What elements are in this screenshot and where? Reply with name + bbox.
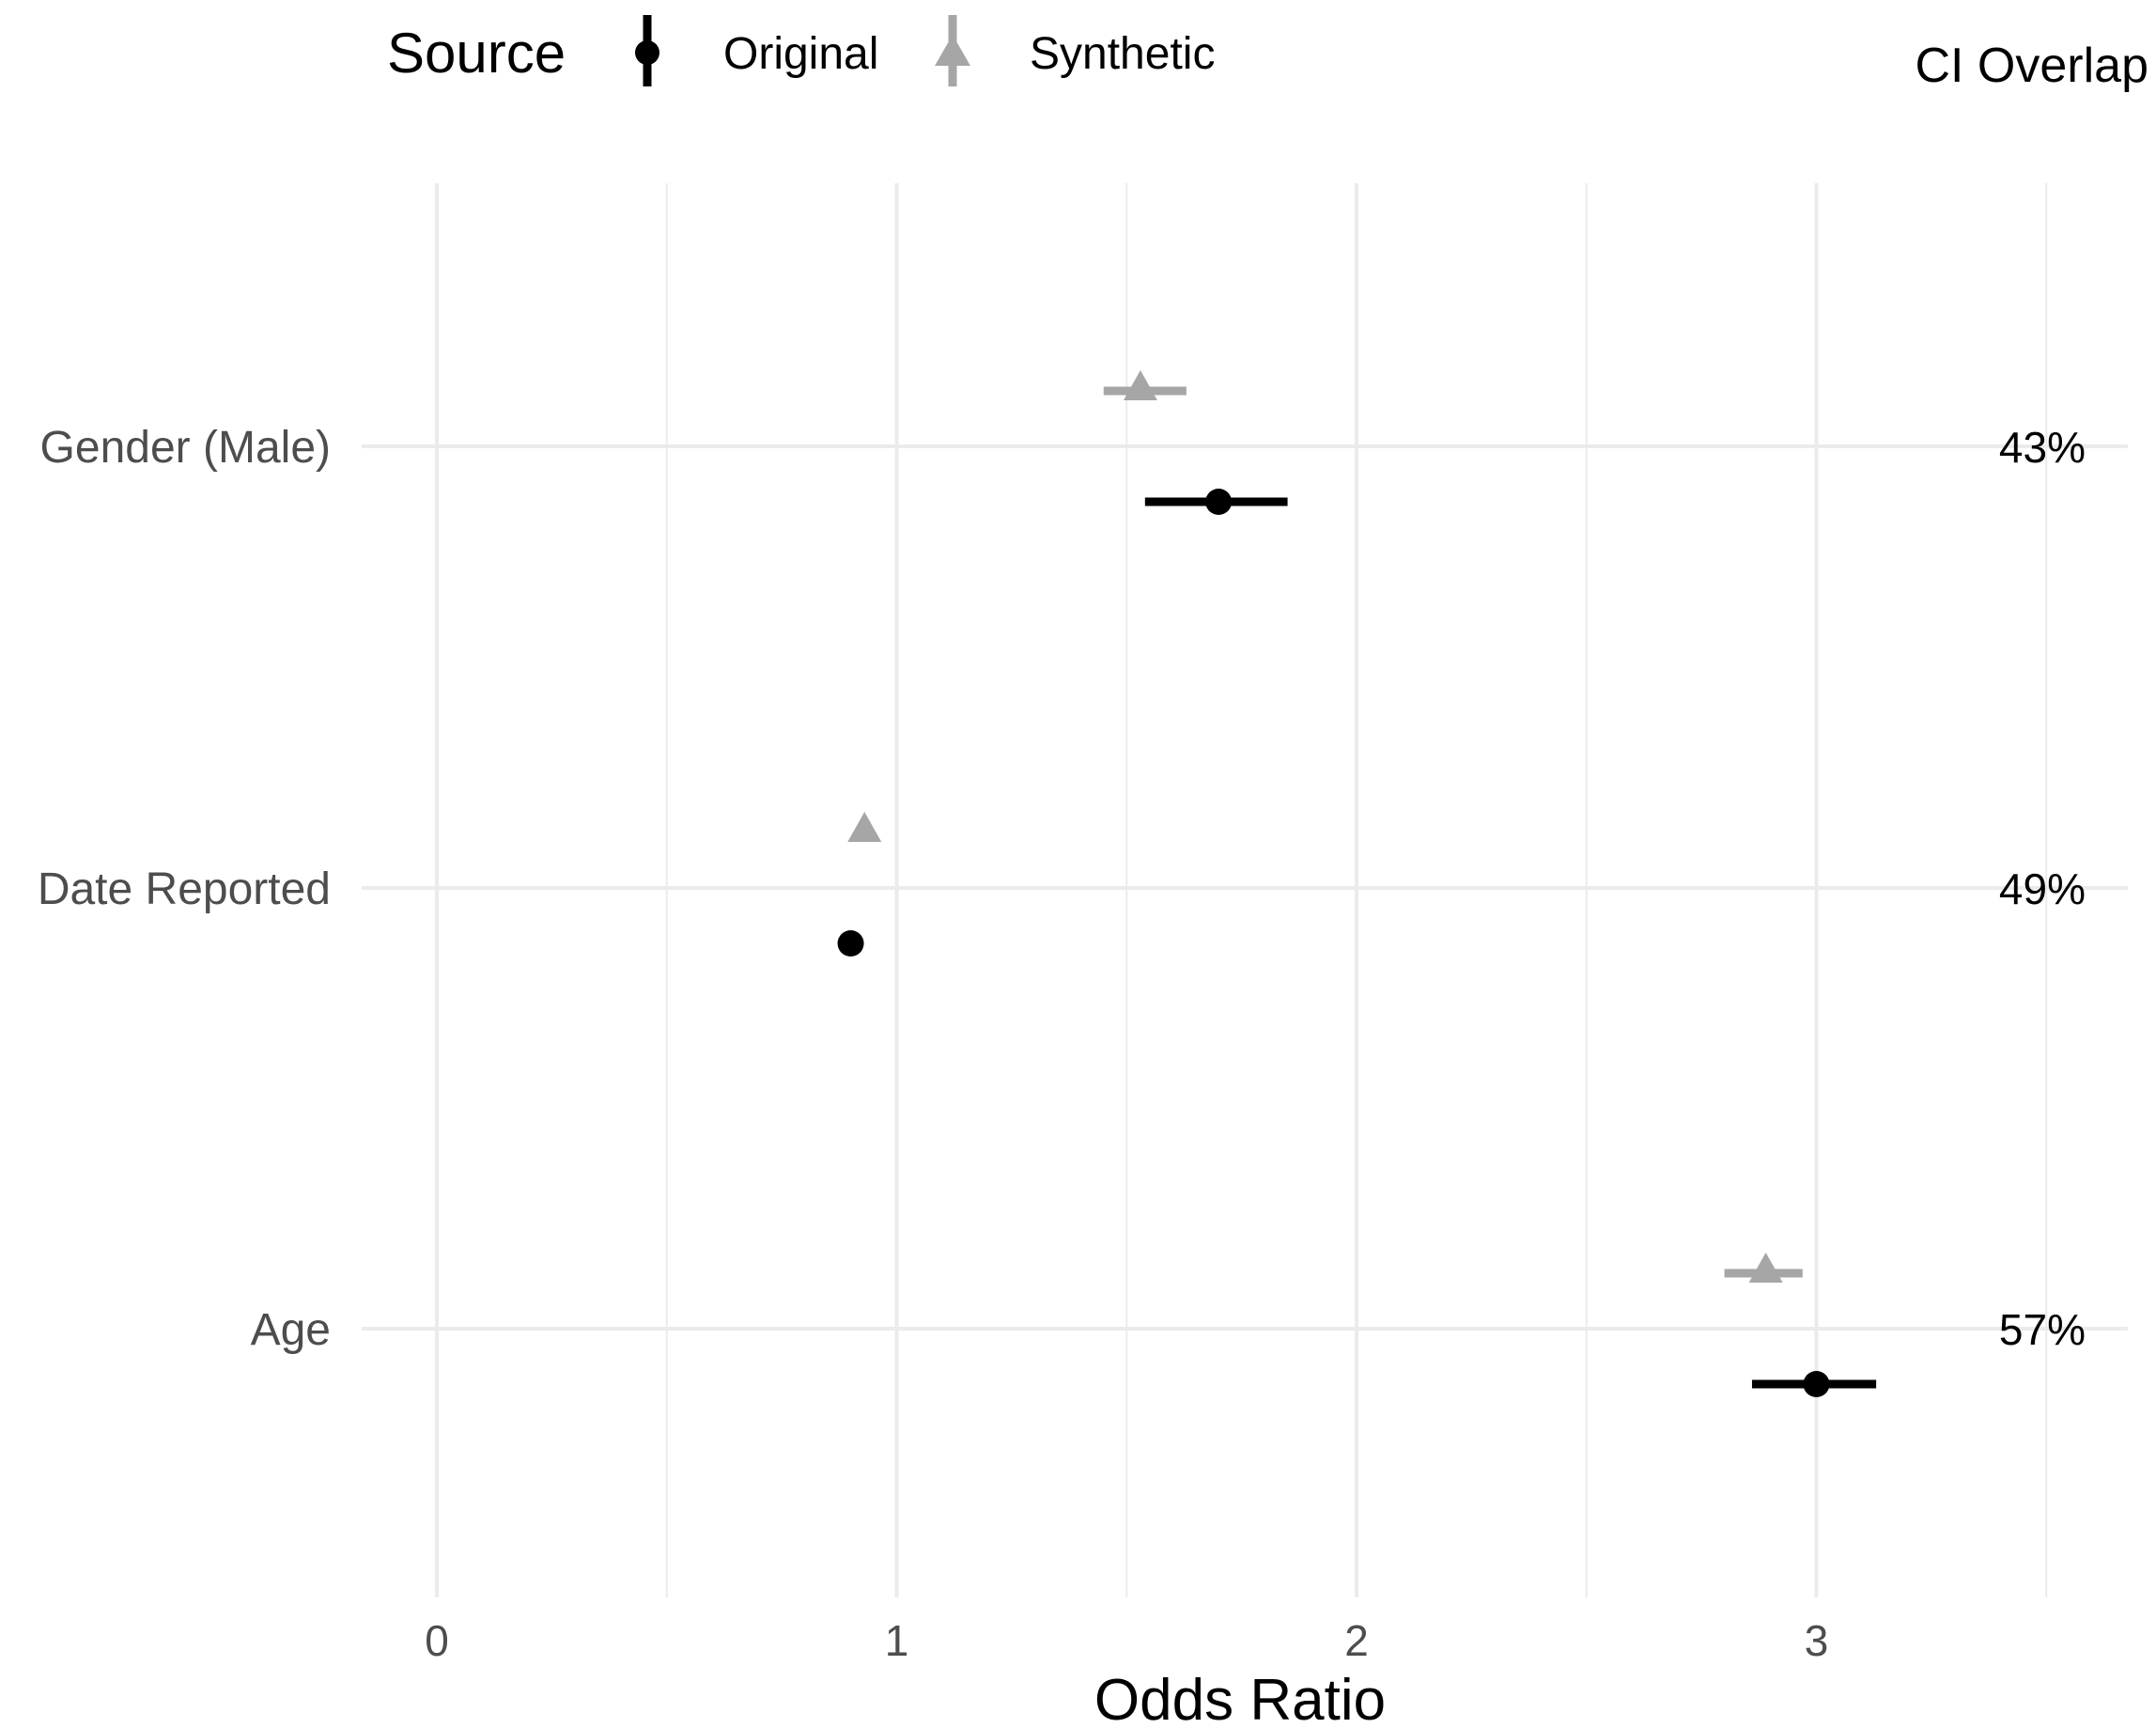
- y-tick-label: Date Reported: [38, 864, 331, 914]
- x-tick-label: 3: [1805, 1616, 1829, 1665]
- legend-label-original: Original: [723, 29, 878, 79]
- legend-key-synthetic: [935, 15, 970, 86]
- grid: [362, 183, 2128, 1597]
- synthetic-point: [1748, 1253, 1783, 1283]
- x-tick-label: 0: [425, 1616, 449, 1665]
- ci-overlap-value: 43%: [1999, 423, 2086, 472]
- original-point: [1205, 489, 1233, 515]
- x-tick-label: 1: [885, 1616, 909, 1665]
- x-axis-label: Odds Ratio: [1094, 1668, 1386, 1728]
- x-tick-label: 2: [1344, 1616, 1369, 1665]
- legend-label-synthetic: Synthetic: [1030, 29, 1215, 79]
- legend-key-original: [635, 15, 659, 86]
- original-point: [1803, 1371, 1830, 1397]
- ci-overlap-value: 49%: [1999, 864, 2086, 913]
- axes: 0 1 2 3 Gender (Male) Date Reported Age 43% 49% 5…: [38, 423, 2086, 1665]
- y-tick-label: Age: [251, 1305, 331, 1355]
- ci-overlap-title: CI Overlap: [1915, 39, 2148, 93]
- original-point: [837, 930, 864, 957]
- y-tick-label: Gender (Male): [40, 423, 331, 473]
- synthetic-point: [1123, 370, 1157, 400]
- legend: Source Original Synthetic: [387, 15, 1215, 86]
- synthetic-point: [847, 812, 882, 842]
- ci-overlap-value: 57%: [1999, 1305, 2086, 1354]
- data-points: [837, 370, 1877, 1397]
- legend-title: Source: [387, 22, 566, 85]
